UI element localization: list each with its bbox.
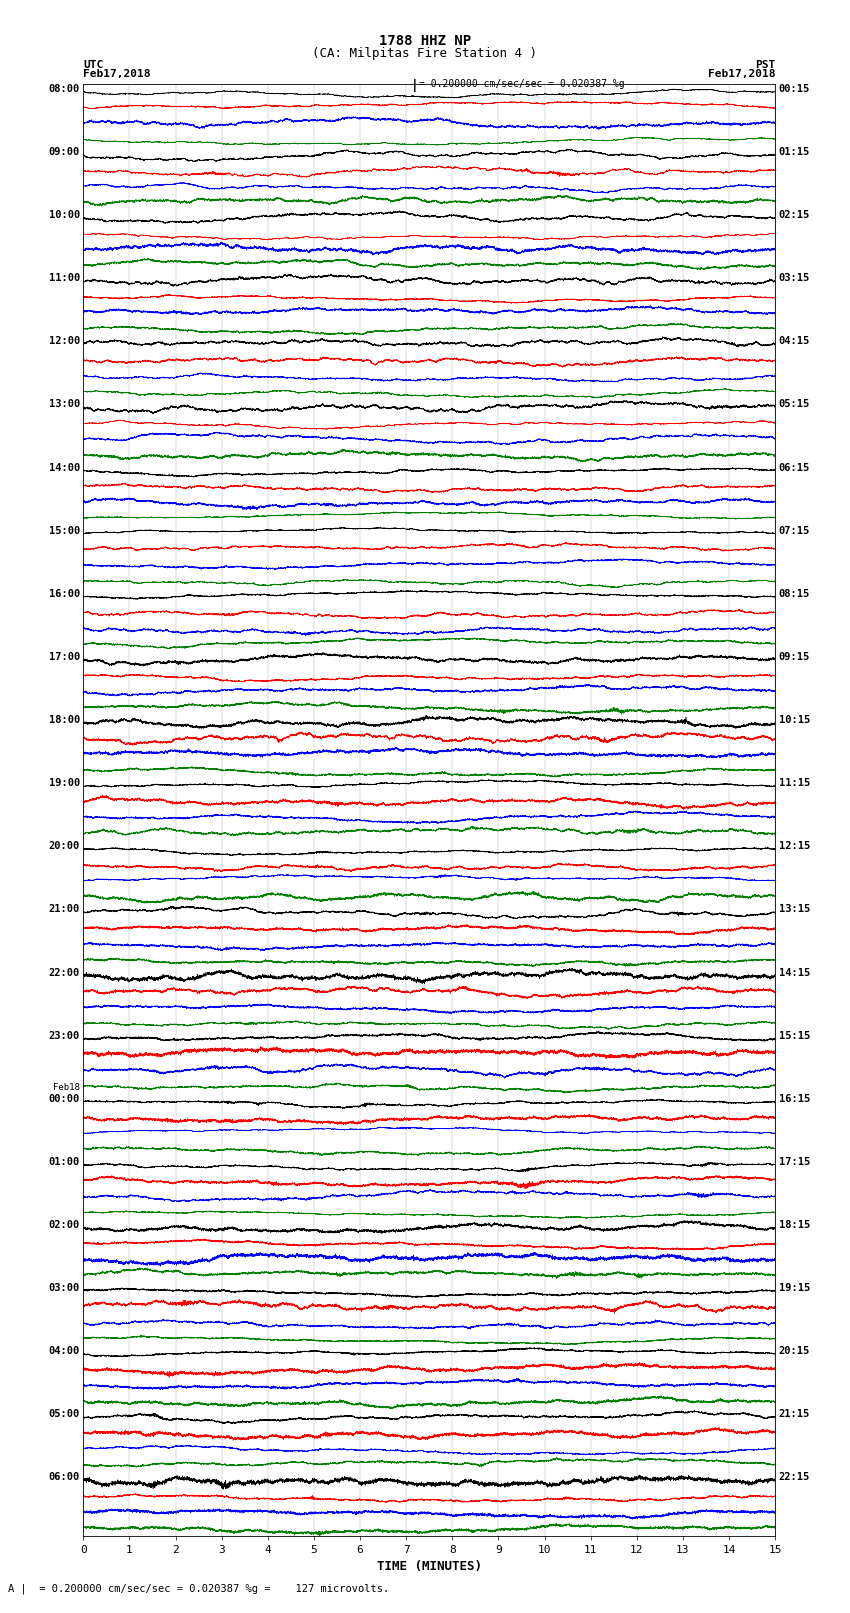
Text: 08:15: 08:15 bbox=[779, 589, 810, 598]
Text: 01:00: 01:00 bbox=[48, 1157, 80, 1166]
Text: 02:15: 02:15 bbox=[779, 210, 810, 219]
Text: 19:00: 19:00 bbox=[48, 777, 80, 789]
Text: 14:15: 14:15 bbox=[779, 968, 810, 977]
Text: |: | bbox=[411, 79, 418, 92]
Text: 20:00: 20:00 bbox=[48, 842, 80, 852]
Text: 21:15: 21:15 bbox=[779, 1410, 810, 1419]
Text: 20:15: 20:15 bbox=[779, 1347, 810, 1357]
Text: 17:00: 17:00 bbox=[48, 652, 80, 661]
Text: 22:15: 22:15 bbox=[779, 1473, 810, 1482]
Text: 12:15: 12:15 bbox=[779, 842, 810, 852]
Text: 15:00: 15:00 bbox=[48, 526, 80, 536]
Text: 08:00: 08:00 bbox=[48, 84, 80, 94]
Text: 11:15: 11:15 bbox=[779, 777, 810, 789]
Text: 02:00: 02:00 bbox=[48, 1219, 80, 1231]
Text: 09:15: 09:15 bbox=[779, 652, 810, 661]
Text: (CA: Milpitas Fire Station 4 ): (CA: Milpitas Fire Station 4 ) bbox=[313, 47, 537, 60]
Text: 23:00: 23:00 bbox=[48, 1031, 80, 1040]
Text: 00:00: 00:00 bbox=[48, 1094, 80, 1103]
Text: 01:15: 01:15 bbox=[779, 147, 810, 156]
Text: 13:15: 13:15 bbox=[779, 905, 810, 915]
Text: 10:15: 10:15 bbox=[779, 715, 810, 726]
Text: 16:00: 16:00 bbox=[48, 589, 80, 598]
Text: 21:00: 21:00 bbox=[48, 905, 80, 915]
Text: 13:00: 13:00 bbox=[48, 400, 80, 410]
Text: 04:00: 04:00 bbox=[48, 1347, 80, 1357]
Text: 09:00: 09:00 bbox=[48, 147, 80, 156]
Text: 07:15: 07:15 bbox=[779, 526, 810, 536]
Text: Feb18: Feb18 bbox=[53, 1084, 80, 1092]
Text: 16:15: 16:15 bbox=[779, 1094, 810, 1103]
Text: 19:15: 19:15 bbox=[779, 1282, 810, 1294]
Text: Feb17,2018: Feb17,2018 bbox=[83, 69, 150, 79]
Text: 06:15: 06:15 bbox=[779, 463, 810, 473]
Text: 1788 HHZ NP: 1788 HHZ NP bbox=[379, 34, 471, 48]
Text: 03:15: 03:15 bbox=[779, 273, 810, 284]
Text: Feb17,2018: Feb17,2018 bbox=[708, 69, 775, 79]
Text: 04:15: 04:15 bbox=[779, 337, 810, 347]
Text: 03:00: 03:00 bbox=[48, 1282, 80, 1294]
Text: 14:00: 14:00 bbox=[48, 463, 80, 473]
Text: 17:15: 17:15 bbox=[779, 1157, 810, 1166]
Text: 10:00: 10:00 bbox=[48, 210, 80, 219]
Text: 18:15: 18:15 bbox=[779, 1219, 810, 1231]
Text: PST: PST bbox=[755, 60, 775, 69]
Text: 15:15: 15:15 bbox=[779, 1031, 810, 1040]
Text: 00:15: 00:15 bbox=[779, 84, 810, 94]
Text: 18:00: 18:00 bbox=[48, 715, 80, 726]
Text: 12:00: 12:00 bbox=[48, 337, 80, 347]
Text: 06:00: 06:00 bbox=[48, 1473, 80, 1482]
Text: 05:00: 05:00 bbox=[48, 1410, 80, 1419]
Text: 22:00: 22:00 bbox=[48, 968, 80, 977]
Text: 11:00: 11:00 bbox=[48, 273, 80, 284]
Text: A |  = 0.200000 cm/sec/sec = 0.020387 %g =    127 microvolts.: A | = 0.200000 cm/sec/sec = 0.020387 %g … bbox=[8, 1582, 390, 1594]
X-axis label: TIME (MINUTES): TIME (MINUTES) bbox=[377, 1560, 482, 1573]
Text: = 0.200000 cm/sec/sec = 0.020387 %g: = 0.200000 cm/sec/sec = 0.020387 %g bbox=[419, 79, 625, 89]
Text: 05:15: 05:15 bbox=[779, 400, 810, 410]
Text: UTC: UTC bbox=[83, 60, 104, 69]
